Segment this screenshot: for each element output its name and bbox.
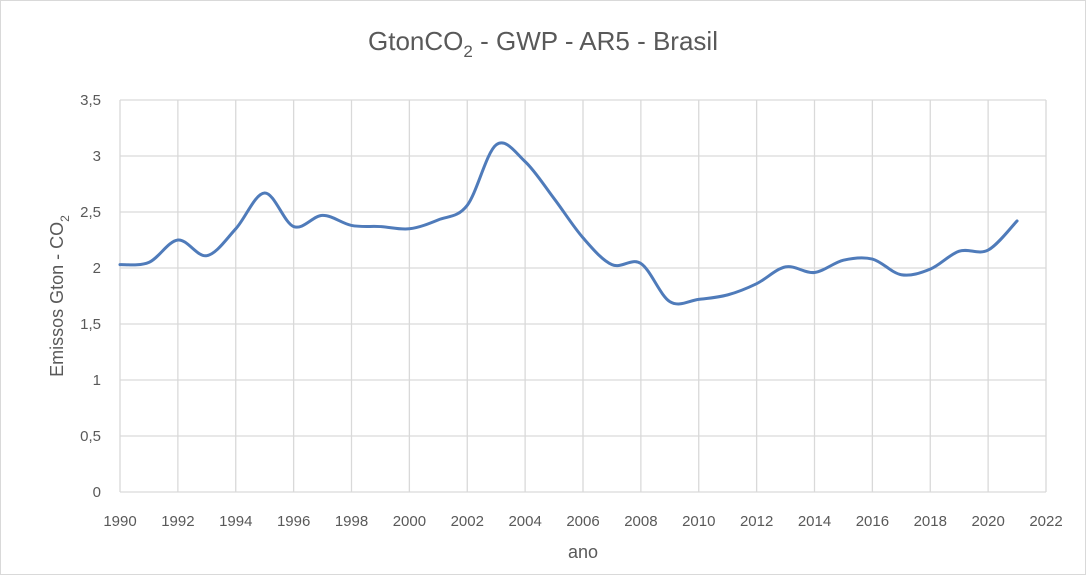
data-point-2011 — [726, 293, 730, 297]
y-tick-label: 1 — [93, 372, 101, 389]
data-point-2013 — [784, 265, 788, 269]
x-tick-label: 2002 — [451, 513, 484, 530]
data-point-2008 — [639, 262, 643, 266]
series-line-0 — [118, 141, 1019, 306]
y-axis-label: Emissos Gton - CO2 — [47, 215, 72, 377]
series-layer — [118, 141, 1019, 306]
data-point-2016 — [870, 257, 874, 261]
chart-title-main: GtonCO — [368, 26, 463, 56]
x-tick-label: 2022 — [1029, 513, 1062, 530]
data-point-2005 — [552, 197, 556, 201]
data-point-2015 — [841, 258, 845, 262]
data-point-2017 — [899, 273, 903, 277]
x-tick-label: 2008 — [624, 513, 657, 530]
data-point-2012 — [755, 282, 759, 286]
data-point-2014 — [813, 270, 817, 274]
x-tick-label: 2020 — [971, 513, 1004, 530]
chart-title-subscript: 2 — [463, 42, 472, 61]
data-point-2020 — [986, 248, 990, 252]
data-point-2004 — [523, 160, 527, 164]
data-point-2000 — [407, 227, 411, 231]
data-point-2007 — [610, 263, 614, 267]
data-point-1993 — [205, 254, 209, 258]
chart-title-suffix: - GWP - AR5 - Brasil — [473, 26, 718, 56]
chart-title: GtonCO2 - GWP - AR5 - Brasil — [368, 26, 718, 61]
data-point-1998 — [350, 223, 354, 227]
y-tick-label: 1,5 — [80, 316, 101, 333]
x-axis-label: ano — [568, 542, 598, 562]
data-point-1994 — [234, 227, 238, 231]
x-tick-label: 1990 — [103, 513, 136, 530]
data-point-1999 — [378, 225, 382, 229]
x-tick-label: 2004 — [508, 513, 541, 530]
data-point-1991 — [147, 260, 151, 264]
x-tick-label: 2006 — [566, 513, 599, 530]
x-tick-label: 2018 — [914, 513, 947, 530]
x-tick-label: 1998 — [335, 513, 368, 530]
y-tick-labels: 0 0,5 1 1,5 2 2,5 3 3,5 — [80, 92, 101, 501]
data-point-2009 — [668, 300, 672, 304]
data-point-2002 — [465, 203, 469, 207]
data-point-2001 — [436, 218, 440, 222]
x-tick-label: 1992 — [161, 513, 194, 530]
y-tick-label: 3 — [93, 148, 101, 165]
data-point-2006 — [581, 236, 585, 240]
y-tick-label: 2 — [93, 260, 101, 277]
x-tick-label: 1994 — [219, 513, 252, 530]
data-point-1990 — [118, 263, 122, 267]
data-point-2010 — [697, 297, 701, 301]
y-tick-label: 0,5 — [80, 428, 101, 445]
x-tick-label: 1996 — [277, 513, 310, 530]
data-point-2003 — [494, 143, 498, 147]
data-point-2018 — [928, 267, 932, 271]
y-tick-label: 3,5 — [80, 92, 101, 109]
y-axis-label-main: Emissos Gton - CO — [47, 222, 67, 377]
x-tick-label: 2014 — [798, 513, 831, 530]
data-point-2019 — [957, 249, 961, 253]
data-point-1995 — [263, 191, 267, 195]
y-tick-label: 2,5 — [80, 204, 101, 221]
grid-lines — [119, 99, 1047, 493]
x-tick-label: 2016 — [856, 513, 889, 530]
x-tick-label: 2012 — [740, 513, 773, 530]
data-point-1997 — [321, 213, 325, 217]
data-point-1996 — [292, 225, 296, 229]
y-axis-label-subscript: 2 — [58, 215, 72, 222]
data-point-1992 — [176, 238, 180, 242]
x-tick-label: 2000 — [393, 513, 426, 530]
data-point-2021 — [1015, 219, 1019, 223]
y-tick-label: 0 — [93, 484, 101, 501]
x-tick-label: 2010 — [682, 513, 715, 530]
x-tick-labels: 1990 1992 1994 1996 1998 2000 2002 2004 2006 2008… — [103, 513, 1062, 530]
